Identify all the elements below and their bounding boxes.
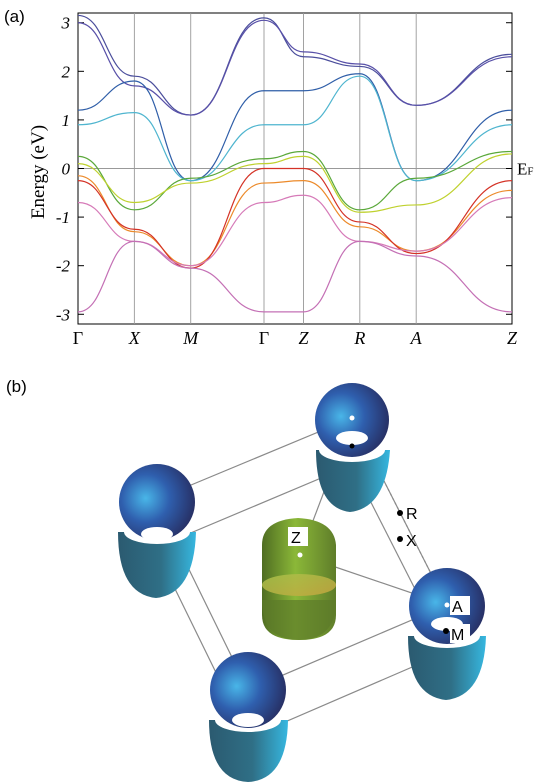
y-tick-label: -1 [56,208,70,227]
y-axis-label: Energy (eV) [28,125,49,219]
x-point-label: X [406,533,417,550]
x-tick-label: M [182,328,199,348]
z-point-label: Z [291,530,301,547]
band-line [77,240,513,313]
x-tick-label: Γ [73,328,83,348]
y-tick-label: 1 [62,111,71,130]
gamma-top-marker [349,415,355,421]
a-label-box [450,596,470,615]
panel-a-label: (a) [4,7,25,26]
r-point-marker [397,510,403,516]
band-line [77,75,513,182]
band-line [77,73,513,182]
electron-pocket-bottom [209,652,288,782]
m-label-box [450,624,470,643]
x-tick-label: X [128,328,141,348]
x-tick-label: A [410,328,423,348]
x-point-marker [397,536,403,542]
fermi-level-label: EF [517,160,534,179]
electron-pocket-right [408,568,486,700]
x-tick-label: R [353,328,365,348]
a-point-label: A [452,599,463,616]
y-tick-label: 0 [62,160,71,179]
r-point-label: R [406,506,418,523]
m-point-label: M [451,627,464,644]
band-structure-plot: 3 2 1 0 -1 -2 -3 Γ X M Γ Z R A Z EF [56,12,534,348]
hole-pocket-center [262,518,336,640]
band-line [77,175,513,267]
a-point-marker [444,602,450,608]
panel-b-label: (b) [6,377,27,396]
band-line [77,14,513,116]
x-tick-label: Z [507,328,518,348]
z-point-marker [297,552,303,558]
y-tick-label: 3 [61,14,71,33]
z-label-box [288,527,308,546]
x-tick-label: Γ [259,328,269,348]
top-inner-marker [349,443,355,449]
x-tick-label: Z [298,328,309,348]
band-line [77,19,513,116]
fermi-surface-3d: R X Z A M [118,383,486,782]
m-point-marker [443,628,449,634]
electron-pocket-top [315,383,390,512]
y-tick-label: -3 [56,305,70,324]
band-line [77,150,513,211]
band-line [77,167,513,269]
y-tick-label: -2 [56,257,71,276]
electron-pocket-left [118,464,196,598]
band-line [77,153,513,213]
y-tick-label: 2 [62,62,71,81]
